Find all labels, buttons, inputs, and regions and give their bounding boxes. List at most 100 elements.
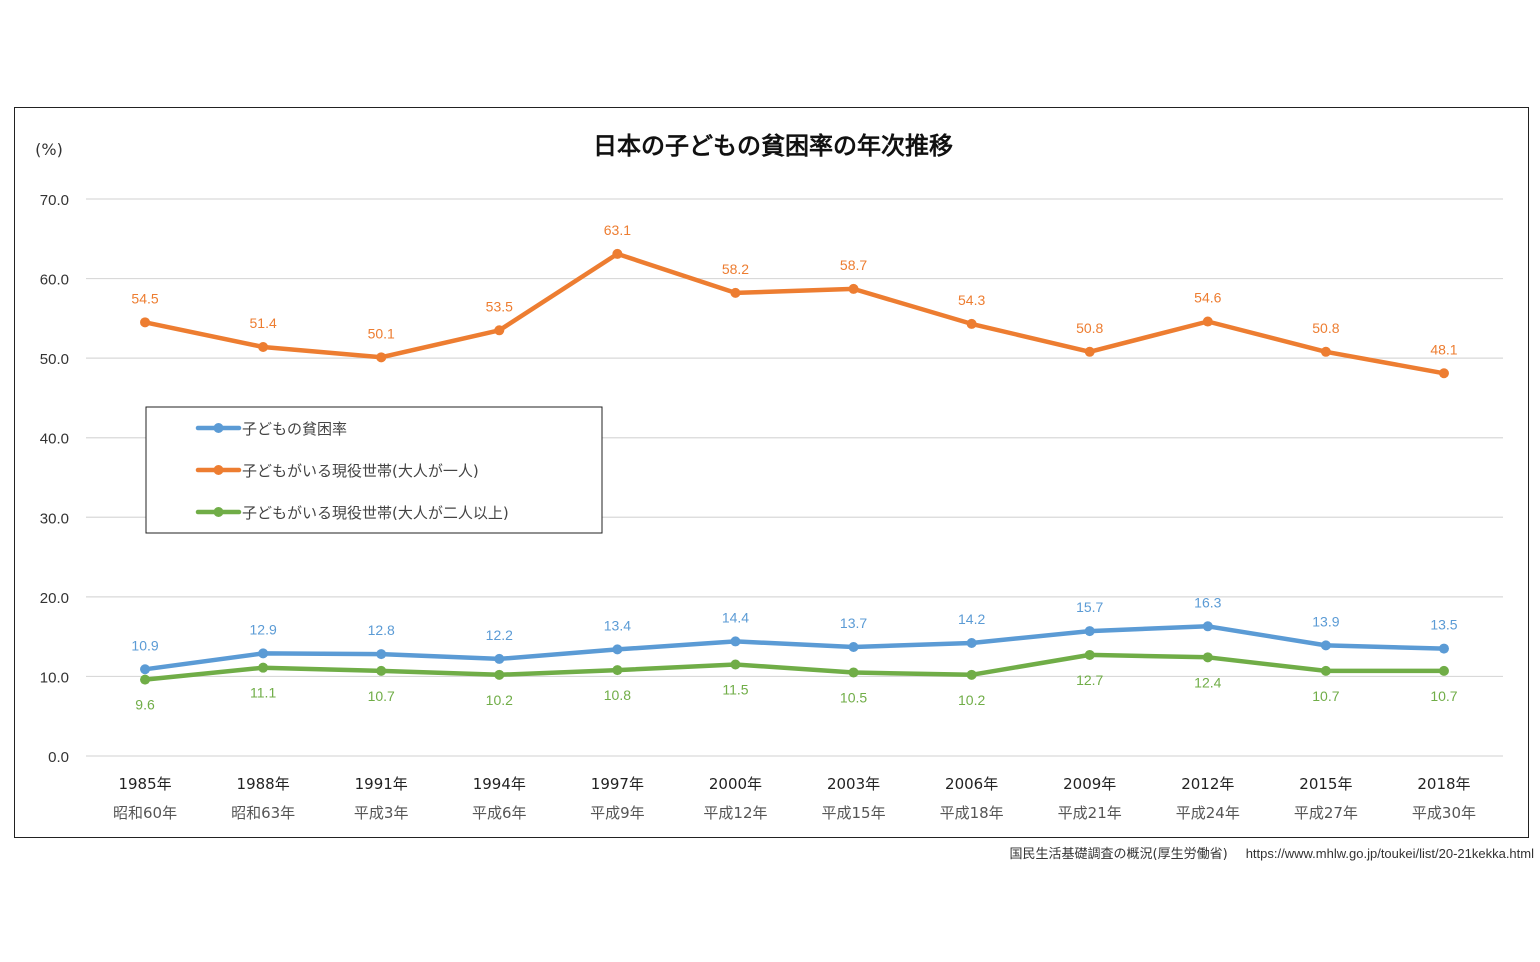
data-point bbox=[258, 662, 269, 673]
series-line-2 bbox=[142, 652, 1447, 682]
x-tick-era-label: 平成9年 bbox=[590, 804, 645, 822]
data-point bbox=[612, 248, 623, 259]
x-tick-label: 1997年 bbox=[591, 775, 644, 793]
data-point bbox=[494, 325, 505, 336]
x-tick-label: 2006年 bbox=[945, 775, 998, 793]
data-label: 10.2 bbox=[486, 692, 513, 708]
data-label: 10.7 bbox=[1312, 688, 1339, 704]
data-label: 13.5 bbox=[1430, 617, 1457, 633]
x-tick-era-label: 平成12年 bbox=[703, 804, 767, 822]
data-point bbox=[1438, 665, 1449, 676]
data-label: 16.3 bbox=[1194, 594, 1221, 610]
data-label: 10.2 bbox=[958, 692, 985, 708]
data-label: 10.9 bbox=[131, 637, 158, 653]
line-chart: 日本の子どもの貧困率の年次推移 (%) 0.0 10.0 20.0 30.0 40.0 5… bbox=[35, 132, 1503, 822]
data-point bbox=[966, 318, 977, 329]
data-label: 12.2 bbox=[486, 627, 513, 643]
legend-label: 子どもがいる現役世帯(大人が一人) bbox=[242, 462, 479, 480]
data-point bbox=[494, 653, 505, 664]
data-label: 13.7 bbox=[840, 615, 867, 631]
data-label: 9.6 bbox=[135, 697, 155, 713]
data-point bbox=[1202, 316, 1213, 327]
x-tick-label: 2003年 bbox=[827, 775, 880, 793]
data-point bbox=[1084, 626, 1095, 637]
x-tick-era-label: 平成27年 bbox=[1294, 804, 1358, 822]
data-label: 12.9 bbox=[250, 621, 277, 637]
data-point bbox=[376, 352, 387, 363]
data-label: 50.8 bbox=[1312, 320, 1339, 336]
data-point bbox=[966, 638, 977, 649]
x-tick-era-label: 平成3年 bbox=[354, 804, 409, 822]
data-point bbox=[376, 649, 387, 660]
data-point bbox=[1084, 346, 1095, 357]
data-point bbox=[612, 644, 623, 655]
y-tick-label: 0.0 bbox=[48, 749, 69, 766]
data-point bbox=[1320, 665, 1331, 676]
data-label: 10.5 bbox=[840, 689, 867, 705]
legend-label: 子どもの貧困率 bbox=[242, 420, 347, 438]
data-label: 53.5 bbox=[486, 298, 513, 314]
data-point bbox=[848, 667, 859, 678]
x-tick-label: 1988年 bbox=[237, 775, 290, 793]
x-tick-era-label: 昭和63年 bbox=[231, 804, 295, 822]
data-point bbox=[1202, 621, 1213, 632]
data-point bbox=[494, 669, 505, 680]
legend-marker-point bbox=[213, 507, 224, 517]
data-point bbox=[730, 636, 741, 647]
x-tick-era-label: 平成6年 bbox=[472, 804, 527, 822]
data-point bbox=[258, 342, 269, 353]
data-point bbox=[1320, 640, 1331, 651]
source-text: 国民生活基礎調査の概況(厚生労働省) bbox=[1009, 847, 1228, 862]
y-axis-unit-label: (%) bbox=[35, 140, 63, 159]
x-tick-label: 2015年 bbox=[1299, 775, 1352, 793]
data-label: 13.9 bbox=[1312, 613, 1339, 629]
y-tick-label: 10.0 bbox=[40, 669, 69, 686]
data-point bbox=[848, 641, 859, 652]
x-tick-label: 2012年 bbox=[1181, 775, 1234, 793]
y-tick-label: 20.0 bbox=[40, 590, 69, 607]
data-label: 63.1 bbox=[604, 222, 631, 238]
x-tick-label: 2000年 bbox=[709, 775, 762, 793]
x-tick-era-label: 平成15年 bbox=[821, 804, 885, 822]
data-label: 15.7 bbox=[1076, 599, 1103, 615]
x-tick-label: 1991年 bbox=[355, 775, 408, 793]
data-label: 14.4 bbox=[722, 609, 749, 625]
data-label: 54.5 bbox=[131, 290, 158, 306]
data-label: 13.4 bbox=[604, 617, 631, 633]
legend-marker-point bbox=[213, 465, 224, 475]
y-tick-label: 30.0 bbox=[40, 510, 69, 527]
data-point bbox=[258, 648, 269, 659]
data-label: 58.7 bbox=[840, 257, 867, 273]
data-label: 50.8 bbox=[1076, 320, 1103, 336]
data-point bbox=[730, 287, 741, 298]
data-label: 54.6 bbox=[1194, 290, 1221, 306]
data-label: 11.5 bbox=[722, 681, 748, 697]
y-tick-label: 50.0 bbox=[40, 351, 69, 368]
data-label: 58.2 bbox=[722, 261, 749, 277]
x-tick-label: 1985年 bbox=[118, 775, 171, 793]
data-point bbox=[1320, 346, 1331, 357]
x-tick-era-label: 昭和60年 bbox=[113, 804, 177, 822]
data-label: 10.8 bbox=[604, 687, 631, 703]
data-point bbox=[1202, 652, 1213, 663]
data-point bbox=[1438, 643, 1449, 654]
legend-marker-point bbox=[213, 423, 224, 433]
source-note: 国民生活基礎調査の概況(厚生労働省) https://www.mhlw.go.jp… bbox=[1010, 843, 1534, 862]
chart-title: 日本の子どもの貧困率の年次推移 bbox=[593, 132, 953, 160]
chart-frame: 日本の子どもの貧困率の年次推移 (%) 0.0 10.0 20.0 30.0 40.0 5… bbox=[14, 107, 1529, 838]
x-tick-era-label: 平成21年 bbox=[1058, 804, 1122, 822]
series-line-0 bbox=[142, 624, 1447, 672]
y-tick-label: 40.0 bbox=[40, 431, 69, 448]
data-point bbox=[730, 659, 741, 670]
data-point bbox=[1084, 649, 1095, 660]
data-label: 12.8 bbox=[368, 622, 395, 638]
x-tick-era-label: 平成30年 bbox=[1412, 804, 1476, 822]
data-point bbox=[1438, 368, 1449, 379]
x-tick-label: 1994年 bbox=[473, 775, 526, 793]
data-label: 50.1 bbox=[368, 325, 395, 341]
data-label: 51.4 bbox=[250, 315, 277, 331]
data-point bbox=[848, 283, 859, 294]
series-line-1 bbox=[142, 251, 1447, 376]
x-tick-era-label: 平成18年 bbox=[940, 804, 1004, 822]
